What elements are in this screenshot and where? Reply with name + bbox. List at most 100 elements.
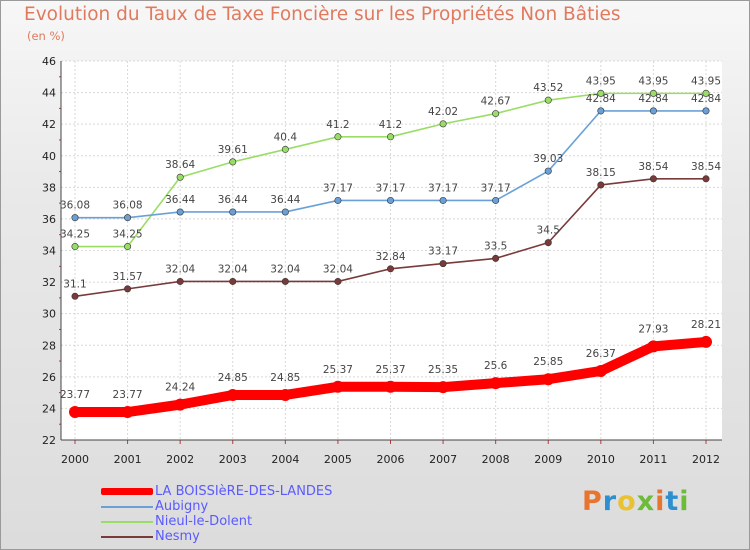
- data-point: [124, 214, 132, 222]
- data-label: 40.4: [274, 131, 298, 143]
- data-label: 43.95: [586, 75, 616, 87]
- x-tick-label: 2008: [482, 453, 510, 466]
- data-point: [229, 277, 237, 285]
- data-point: [331, 380, 344, 393]
- data-label: 25.35: [428, 364, 458, 376]
- data-label: 43.52: [533, 82, 563, 94]
- y-tick-label: 24: [42, 402, 56, 415]
- data-label: 42.84: [586, 93, 616, 105]
- data-label: 36.08: [60, 200, 90, 212]
- y-tick-label: 38: [42, 181, 56, 194]
- legend-swatch: [101, 536, 153, 538]
- legend-label: LA BOISSIèRE-DES-LANDES: [155, 484, 333, 499]
- data-label: 24.24: [165, 382, 195, 394]
- logo-letter: x: [636, 486, 656, 517]
- y-tick-label: 34: [42, 245, 56, 258]
- y-tick-label: 40: [42, 150, 56, 163]
- data-point: [597, 107, 605, 115]
- data-point: [492, 254, 500, 262]
- x-tick-label: 2010: [587, 453, 615, 466]
- x-tick-label: 2004: [271, 453, 299, 466]
- grid: [61, 60, 722, 441]
- legend-swatch: [101, 506, 153, 508]
- data-point: [439, 260, 447, 268]
- data-label: 39.61: [218, 144, 248, 156]
- logo-letter: o: [617, 486, 637, 517]
- data-label: 36.08: [113, 200, 143, 212]
- data-point: [71, 214, 79, 222]
- x-tick-label: 2011: [639, 453, 667, 466]
- proxiti-logo: Proxiti: [582, 486, 690, 517]
- logo-letter: r: [602, 486, 618, 517]
- y-tick-label: 26: [42, 371, 56, 384]
- data-point: [174, 398, 187, 411]
- data-label: 42.02: [428, 106, 458, 118]
- data-point: [334, 196, 342, 204]
- data-point: [594, 364, 607, 377]
- logo-letter: P: [582, 486, 603, 517]
- data-label: 39.03: [533, 153, 563, 165]
- data-point: [700, 335, 712, 348]
- data-point: [544, 167, 552, 175]
- data-label: 43.95: [691, 75, 721, 87]
- data-point: [649, 89, 657, 97]
- data-label: 32.04: [218, 263, 248, 275]
- x-tick-label: 2009: [534, 453, 562, 466]
- y-tick-label: 32: [42, 276, 56, 289]
- series-lines: [69, 89, 712, 419]
- axes: 22 24 26 28 30 32 34 36 38 40 42 44 46 2000 2001 2002 20…: [42, 55, 722, 466]
- data-point: [439, 196, 447, 204]
- data-label: 32.04: [270, 263, 300, 275]
- data-label: 32.04: [165, 263, 195, 275]
- y-tick-label: 46: [42, 55, 56, 68]
- data-point: [121, 406, 134, 419]
- data-point: [437, 381, 450, 394]
- logo-letter: i: [655, 486, 666, 517]
- data-point: [702, 175, 710, 183]
- data-point: [439, 120, 447, 128]
- x-tick-label: 2005: [324, 453, 352, 466]
- data-point: [71, 243, 79, 251]
- plot-area: [61, 61, 722, 440]
- legend-label: Nieul-le-Dolent: [155, 514, 253, 529]
- data-label: 41.2: [379, 119, 402, 131]
- x-tick-label: 2001: [114, 453, 142, 466]
- data-label: 34.25: [60, 229, 90, 241]
- x-tick-label: 2002: [166, 453, 194, 466]
- logo-letter: t: [665, 486, 680, 517]
- data-label: 42.84: [691, 93, 721, 105]
- data-label: 42.67: [481, 96, 511, 108]
- data-label: 37.17: [481, 182, 511, 194]
- data-point: [647, 340, 660, 353]
- data-labels: 34.25 34.25 38.64 39.61 40.4 41.2 41.2 42.02 42.…: [60, 75, 721, 401]
- data-label: 24.85: [218, 372, 248, 384]
- x-tick-label: 2012: [692, 453, 720, 466]
- data-label: 34.5: [537, 225, 560, 237]
- data-label: 41.2: [326, 119, 349, 131]
- data-label: 28.21: [691, 319, 721, 331]
- data-point: [492, 110, 500, 118]
- y-tick-label: 28: [42, 339, 56, 352]
- data-point: [124, 285, 132, 293]
- data-point: [281, 145, 289, 153]
- data-label: 43.95: [638, 75, 668, 87]
- data-label: 36.44: [270, 194, 300, 206]
- x-tick-label: 2000: [61, 453, 89, 466]
- data-point: [124, 243, 132, 251]
- y-tick-label: 36: [42, 213, 56, 226]
- data-label: 38.54: [691, 161, 721, 173]
- x-tick-label: 2003: [219, 453, 247, 466]
- data-point: [702, 89, 710, 97]
- data-label: 23.77: [113, 389, 143, 401]
- legend-swatch: [101, 521, 153, 523]
- data-label: 25.37: [375, 364, 405, 376]
- data-label: 34.25: [113, 229, 143, 241]
- data-label: 32.84: [375, 251, 405, 263]
- data-point: [386, 265, 394, 273]
- y-tick-label: 30: [42, 308, 56, 321]
- data-point: [176, 208, 184, 216]
- data-label: 38.54: [638, 161, 668, 173]
- data-point: [176, 277, 184, 285]
- data-label: 36.44: [218, 194, 248, 206]
- data-point: [226, 388, 239, 401]
